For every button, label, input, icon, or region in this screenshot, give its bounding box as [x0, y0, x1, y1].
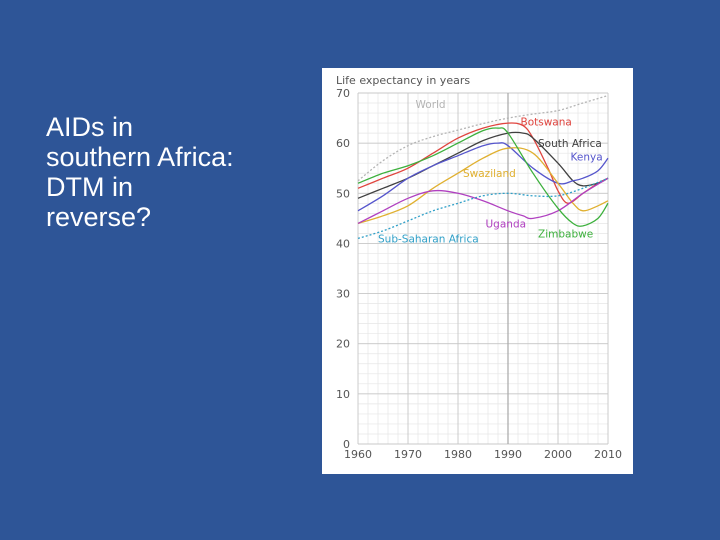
y-tick-label: 60 — [336, 137, 350, 150]
series-label-kenya: Kenya — [571, 152, 603, 164]
slide-title-line: southern Africa: — [46, 142, 234, 172]
x-tick-label: 2000 — [544, 448, 572, 461]
x-tick-label: 1980 — [444, 448, 472, 461]
slide-title-line: reverse? — [46, 202, 152, 232]
y-tick-label: 20 — [336, 338, 350, 351]
slide-title-line: DTM in — [46, 172, 133, 202]
series-line-kenya — [357, 142, 609, 212]
series-line-swaziland — [357, 147, 609, 225]
series-label-south-africa: South Africa — [538, 138, 602, 150]
chart-canvas: 0 10 20 30 40 50 60 70 1960 1970 1980 1990 2000 2010 W… — [336, 74, 622, 461]
y-tick-label: 0 — [343, 438, 350, 451]
slide-title: AIDs in southern Africa: DTM in reverse? — [46, 112, 296, 232]
x-tick-label: 1970 — [394, 448, 422, 461]
series-label-swaziland: Swaziland — [463, 168, 516, 180]
y-tick-label: 70 — [336, 87, 350, 100]
series-label-botswana: Botswana — [521, 117, 572, 129]
y-tick-label: 50 — [336, 187, 350, 200]
series-label-uganda: Uganda — [486, 218, 527, 230]
series-label-world: World — [416, 99, 446, 111]
y-tick-label: 30 — [336, 288, 350, 301]
series-label-zimbabwe: Zimbabwe — [538, 228, 593, 240]
series-label-sub-saharan-africa: Sub-Saharan Africa — [378, 233, 479, 245]
series-line-zimbabwe — [357, 127, 609, 227]
series-line-sub-saharan-africa — [357, 177, 609, 240]
series-line-uganda — [357, 177, 609, 224]
x-tick-label: 1960 — [344, 448, 372, 461]
chart-title: Life expectancy in years — [336, 74, 470, 87]
y-tick-label: 10 — [336, 388, 350, 401]
life-expectancy-chart: 0 10 20 30 40 50 60 70 1960 1970 1980 1990 2000 2010 W… — [322, 68, 633, 474]
x-tick-label: 2010 — [594, 448, 622, 461]
slide-title-line: AIDs in — [46, 112, 134, 142]
series-line-world — [357, 94, 609, 182]
y-tick-label: 40 — [336, 237, 350, 250]
x-tick-label: 1990 — [494, 448, 522, 461]
